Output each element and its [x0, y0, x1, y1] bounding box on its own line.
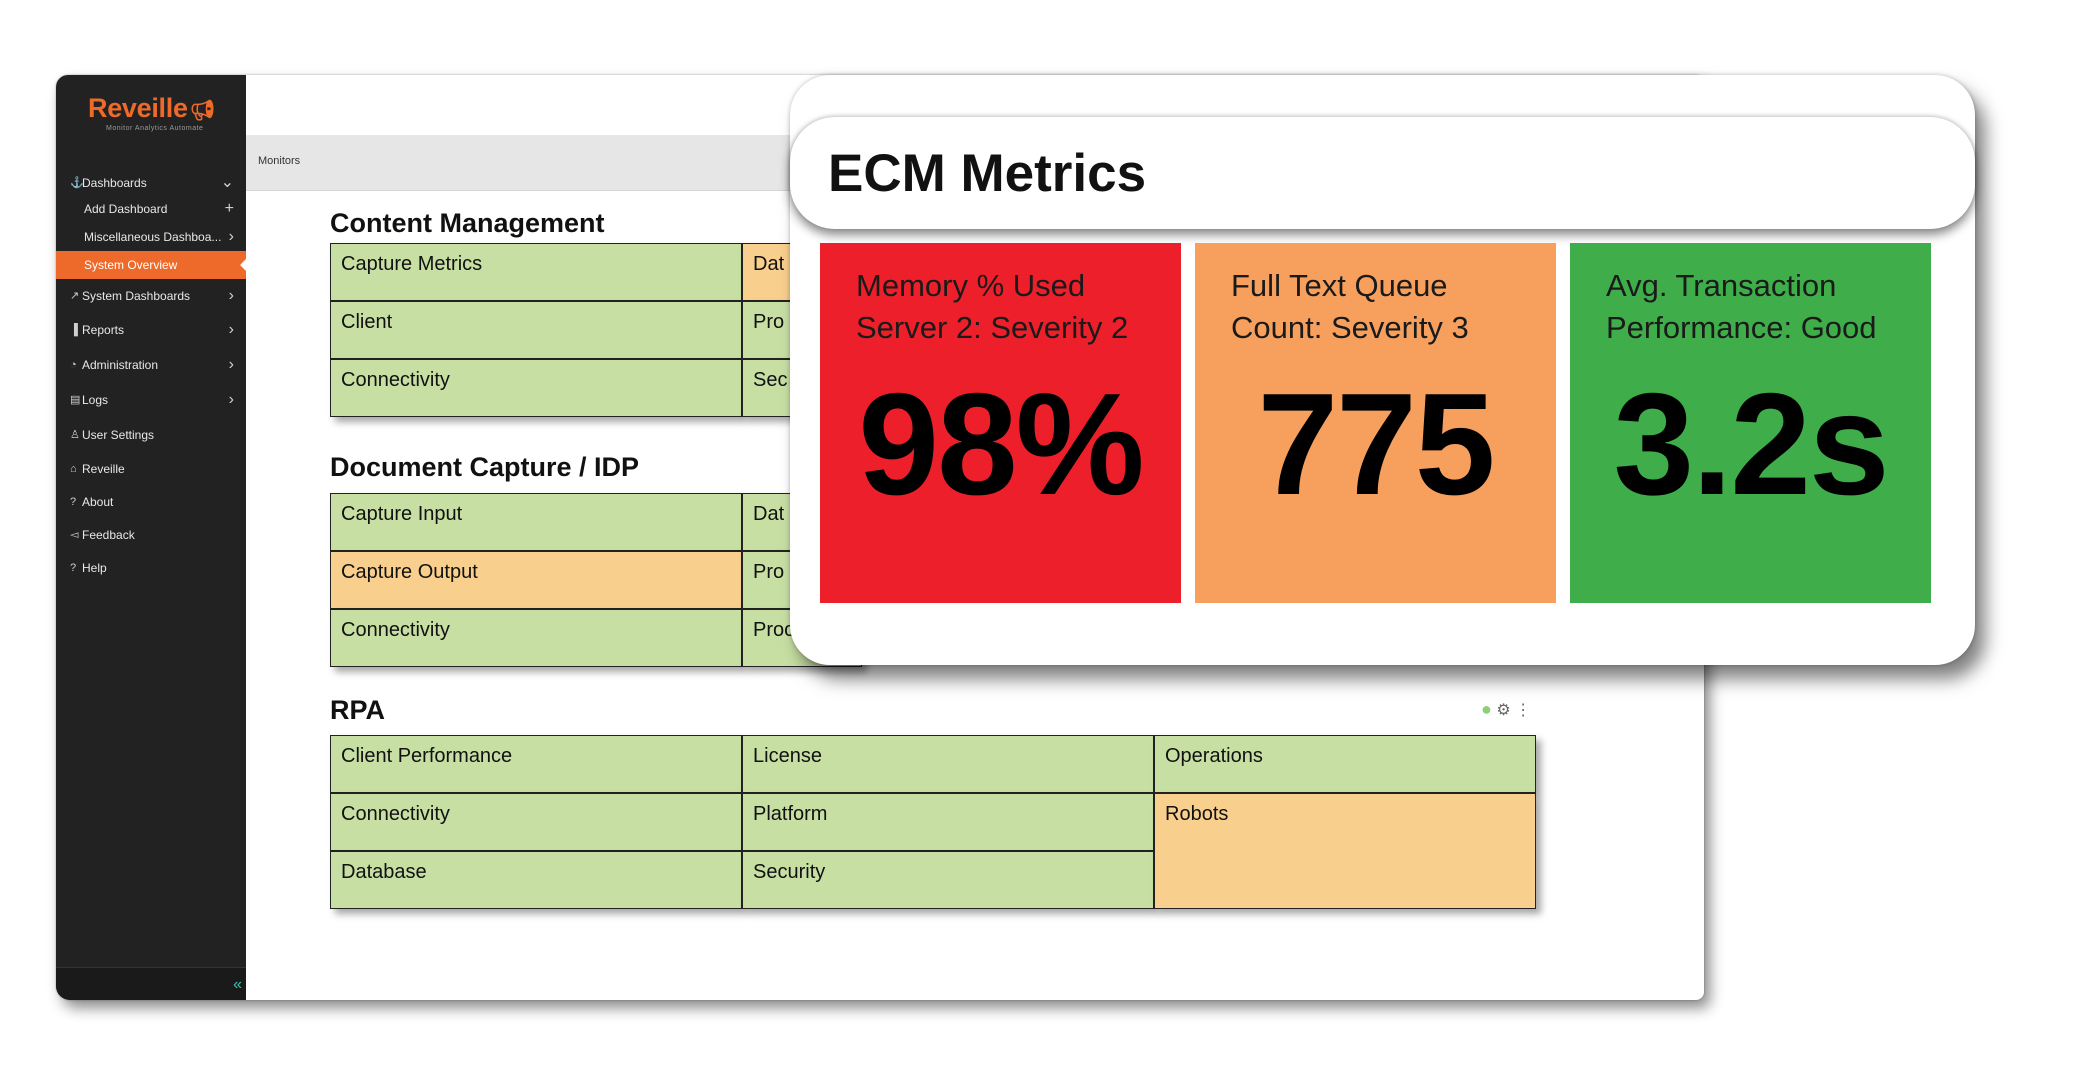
metric-value: 3.2s — [1613, 363, 1889, 525]
sidebar: Reveille 📢︎ Monitor Analytics Automate ⚓ … — [56, 75, 246, 1000]
sidebar-item-label: User Settings — [82, 428, 155, 442]
chevron-right-icon: › — [228, 356, 234, 373]
sidebar-item-help[interactable]: ? Help — [56, 554, 246, 582]
metric-label: Full Text Queue Count: Severity 3 — [1231, 268, 1469, 345]
sidebar-item-label: System Overview — [84, 258, 178, 272]
home-icon: ⌂ — [70, 463, 77, 475]
metric-label: Avg. Transaction Performance: Good — [1606, 268, 1877, 345]
sidebar-item-about[interactable]: ? About — [56, 488, 246, 516]
admin-icon: ◔ — [70, 359, 77, 371]
rpa-controls: ● ⚙ ⋮ — [1481, 699, 1531, 720]
sidebar-footer: « — [56, 967, 246, 1000]
tile-connectivity[interactable]: Connectivity — [330, 359, 742, 417]
sidebar-item-reports[interactable]: ▐ Reports › — [56, 316, 246, 344]
sidebar-item-add-dashboard[interactable]: Add Dashboard + — [56, 195, 246, 223]
metric-value: 775 — [1257, 363, 1496, 525]
sidebar-item-label: About — [82, 495, 114, 509]
brand-logo[interactable]: Reveille 📢︎ — [88, 93, 215, 124]
section-title-document-capture: Document Capture / IDP — [330, 452, 640, 482]
ecm-metrics-card: ECM Metrics Memory % Used Server 2: Seve… — [790, 75, 1975, 665]
tile-license[interactable]: License — [742, 735, 1154, 793]
sidebar-item-administration[interactable]: ◔ Administration › — [56, 351, 246, 379]
sidebar-item-label: Help — [82, 561, 107, 575]
sidebar-item-system-overview[interactable]: System Overview — [56, 251, 246, 279]
tile-connectivity[interactable]: Connectivity — [330, 609, 742, 667]
tile-robots[interactable]: Robots — [1154, 793, 1536, 909]
tile-security[interactable]: Security — [742, 851, 1154, 909]
collapse-sidebar-icon[interactable]: « — [233, 976, 242, 993]
reports-icon: ▐ — [70, 324, 78, 336]
sidebar-item-label: Miscellaneous Dashboa... — [84, 230, 222, 244]
help-icon: ? — [70, 562, 77, 574]
ecm-title: ECM Metrics — [828, 144, 1147, 203]
chevron-right-icon: › — [228, 228, 234, 245]
brand-tagline: Monitor Analytics Automate — [106, 125, 204, 132]
sidebar-item-system-dashboards[interactable]: ↗ System Dashboards › — [56, 282, 246, 310]
sidebar-item-reveille[interactable]: ⌂ Reveille — [56, 455, 246, 483]
sidebar-item-user-settings[interactable]: ♙ User Settings — [56, 421, 246, 449]
tile-capture-input[interactable]: Capture Input — [330, 493, 742, 551]
metric-avg-transaction[interactable]: Avg. Transaction Performance: Good 3.2s — [1570, 243, 1931, 603]
chevron-right-icon: › — [228, 391, 234, 408]
metric-full-text-queue[interactable]: Full Text Queue Count: Severity 3 775 — [1195, 243, 1556, 603]
chevron-right-icon: › — [228, 287, 234, 304]
tile-connectivity[interactable]: Connectivity — [330, 793, 742, 851]
tile-platform[interactable]: Platform — [742, 793, 1154, 851]
sidebar-item-label: Add Dashboard — [84, 202, 168, 216]
user-icon: ♙ — [70, 429, 80, 441]
more-icon[interactable]: ⋮ — [1515, 702, 1532, 719]
sidebar-item-label: Dashboards — [82, 176, 147, 190]
tile-client-performance[interactable]: Client Performance — [330, 735, 742, 793]
tile-operations[interactable]: Operations — [1154, 735, 1536, 793]
gear-icon[interactable]: ⚙ — [1496, 702, 1511, 719]
breadcrumb[interactable]: Monitors — [258, 155, 301, 167]
about-icon: ? — [70, 496, 77, 508]
tile-capture-output[interactable]: Capture Output — [330, 551, 742, 609]
dashboard-icon: ⚓ — [70, 177, 84, 189]
sidebar-item-label: System Dashboards — [82, 289, 191, 303]
plus-icon: + — [224, 200, 234, 217]
sidebar-item-label: Reports — [82, 323, 125, 337]
sidebar-item-logs[interactable]: ▤ Logs › — [56, 386, 246, 414]
sidebar-item-label: Logs — [82, 393, 109, 407]
tile-database[interactable]: Database — [330, 851, 742, 909]
tile-client[interactable]: Client — [330, 301, 742, 359]
metric-memory-used[interactable]: Memory % Used Server 2: Severity 2 98% — [820, 243, 1181, 603]
logs-icon: ▤ — [70, 394, 81, 406]
chevron-down-icon: ⌄ — [220, 174, 234, 191]
brand-name: Reveille — [88, 93, 188, 123]
horn-icon: 📢︎ — [189, 100, 215, 122]
sidebar-item-dashboards[interactable]: ⚓ Dashboards ⌄ — [56, 169, 246, 197]
metric-label: Memory % Used Server 2: Severity 2 — [856, 268, 1129, 345]
tile-capture-metrics[interactable]: Capture Metrics — [330, 243, 742, 301]
metric-value: 98% — [858, 363, 1144, 525]
chevron-right-icon: › — [228, 321, 234, 338]
sidebar-item-label: Feedback — [82, 528, 135, 542]
sidebar-item-label: Reveille — [82, 462, 125, 476]
section-title-content-management: Content Management — [330, 208, 605, 238]
ecm-header: ECM Metrics — [790, 117, 1975, 229]
section-title-rpa: RPA — [330, 695, 386, 725]
sidebar-item-misc-dashboards[interactable]: Miscellaneous Dashboa... › — [56, 223, 246, 251]
sidebar-item-label: Administration — [82, 358, 159, 372]
system-icon: ↗ — [70, 290, 80, 302]
sidebar-item-feedback[interactable]: ◅ Feedback — [56, 521, 246, 549]
status-dot-icon: ● — [1481, 699, 1492, 719]
feedback-icon: ◅ — [70, 529, 79, 541]
